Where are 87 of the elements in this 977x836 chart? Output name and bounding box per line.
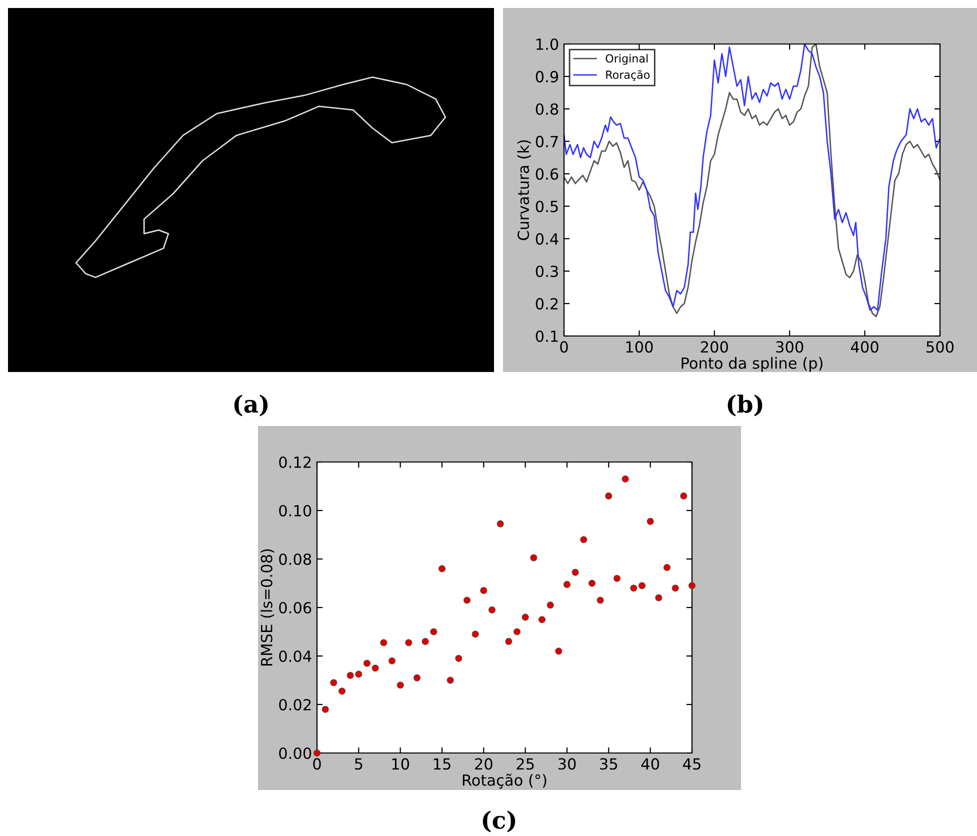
point <box>430 628 438 636</box>
point <box>346 672 354 679</box>
x-axis-title: Ponto da spline (p) <box>682 357 822 372</box>
point <box>572 568 579 576</box>
x-tick-label: 0 <box>560 341 568 353</box>
legend-label: Original <box>606 54 648 65</box>
text: (c) <box>482 810 516 832</box>
x-tick-label: 35 <box>600 758 618 770</box>
point <box>530 554 538 562</box>
point <box>555 648 562 655</box>
point <box>396 682 404 689</box>
x-tick-label: 0 <box>313 758 321 770</box>
y-tick-label: 0.7 <box>536 136 558 148</box>
y-tick-label: 0.10 <box>279 504 312 517</box>
x-tick-label: 40 <box>641 758 660 770</box>
y-tick-label: 1.0 <box>536 38 558 50</box>
point <box>663 564 671 572</box>
y-axis-title: Curvatura (k) <box>517 140 531 240</box>
point <box>638 582 646 590</box>
text: (a) <box>234 394 268 416</box>
point <box>522 614 529 621</box>
y-tick-label: 0.04 <box>279 650 312 662</box>
x-tick-label: 30 <box>558 758 576 770</box>
x-tick-label: 10 <box>392 758 410 770</box>
point <box>622 475 629 483</box>
x-tick-label: 200 <box>700 341 728 353</box>
legend-label: Roração <box>606 70 650 81</box>
point <box>563 580 571 588</box>
x-tick-label: 25 <box>516 758 534 770</box>
point <box>613 574 621 582</box>
point <box>538 616 546 624</box>
point <box>505 638 512 645</box>
y-tick-label: 0.2 <box>536 298 558 310</box>
point <box>513 628 521 636</box>
point <box>322 706 329 713</box>
y-tick-label: 0.8 <box>536 103 558 115</box>
point <box>388 657 396 664</box>
point <box>380 639 388 646</box>
point <box>405 639 412 646</box>
point <box>330 679 338 686</box>
point <box>680 492 688 500</box>
y-tick-label: 0.5 <box>536 200 558 212</box>
point <box>580 536 588 544</box>
point <box>372 664 379 672</box>
text: (b) <box>728 394 762 416</box>
x-tick-label: 5 <box>354 758 362 770</box>
point <box>422 638 429 645</box>
point <box>338 688 346 695</box>
point <box>688 582 696 590</box>
y-tick-label: 0.1 <box>536 330 558 342</box>
point <box>655 594 662 602</box>
point <box>672 584 679 592</box>
y-axis-title: RMSE (ls=0.08) <box>260 549 274 666</box>
x-tick-label: 300 <box>776 341 804 353</box>
y-tick-label: 0.06 <box>279 602 312 614</box>
point <box>472 630 479 638</box>
y-tick-label: 0.9 <box>536 70 558 82</box>
point <box>355 670 362 678</box>
point <box>646 518 654 525</box>
point <box>630 584 638 592</box>
point <box>480 586 488 594</box>
y-tick-label: 0.00 <box>279 747 312 760</box>
x-axis-title: Rotação (°) <box>462 774 546 789</box>
point <box>446 676 454 684</box>
point <box>363 660 371 667</box>
point <box>463 596 471 604</box>
point <box>605 492 612 500</box>
x-tick-label: 400 <box>850 341 878 353</box>
x-tick-label: 100 <box>626 341 653 353</box>
point <box>438 565 446 572</box>
x-tick-label: 15 <box>434 758 450 770</box>
y-tick-label: 0.3 <box>536 266 558 278</box>
y-tick-label: 0.12 <box>279 456 311 468</box>
point <box>588 580 596 587</box>
x-tick-label: 500 <box>926 341 954 353</box>
x-tick-label: 45 <box>683 758 700 770</box>
y-tick-label: 0.6 <box>536 168 558 180</box>
y-tick-label: 0.4 <box>536 233 558 245</box>
y-tick-label: 0.02 <box>279 698 311 711</box>
point <box>496 520 504 528</box>
y-tick-label: 0.08 <box>279 553 312 566</box>
x-tick-label: 20 <box>475 758 492 770</box>
point <box>455 654 462 662</box>
point <box>596 596 604 604</box>
point <box>488 606 496 614</box>
point <box>413 674 421 682</box>
point <box>546 602 554 609</box>
